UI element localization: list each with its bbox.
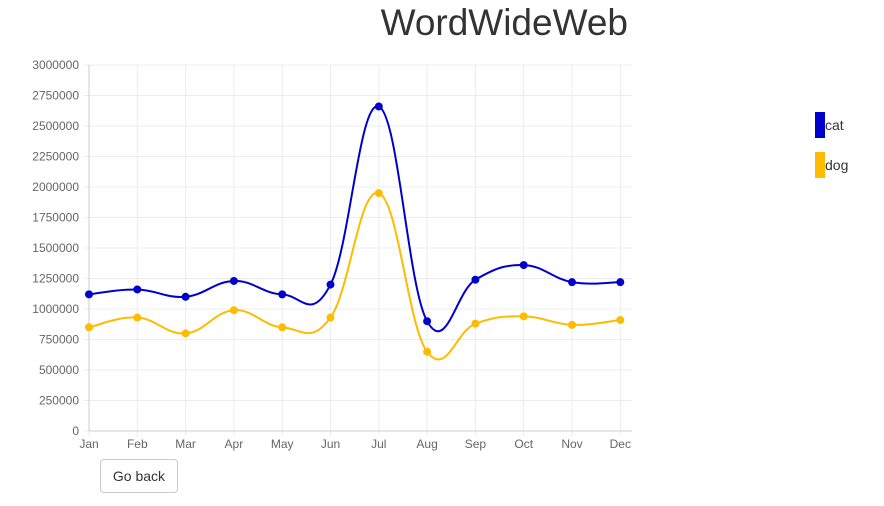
y-tick-label: 2250000 [32,150,79,164]
y-tick-label: 2500000 [32,119,79,133]
y-axis-ticks: 0 250000 500000 750000 1000000 1250000 1500000… [32,58,79,438]
data-point-cat[interactable] [616,278,625,287]
y-tick-label: 500000 [39,363,79,377]
x-tick-label: Jul [371,437,386,451]
chart-title: WordWideWeb [380,2,628,43]
data-point-cat[interactable] [568,278,576,287]
y-tick-label: 2750000 [32,89,79,103]
x-tick-label: Sep [465,437,487,451]
data-point-dog[interactable] [326,313,335,322]
y-tick-label: 2000000 [32,180,79,194]
data-point-dog[interactable] [374,189,383,198]
data-point-dog[interactable] [616,315,625,324]
data-point-dog[interactable] [471,319,480,328]
series-lines [88,105,621,361]
data-point-cat[interactable] [278,290,287,299]
data-point-cat[interactable] [326,280,335,289]
data-point-dog[interactable] [278,323,287,332]
legend-item-dog[interactable]: dog [815,152,848,178]
legend-swatch-dog [815,152,825,178]
y-tick-label: 250000 [39,394,79,408]
x-tick-label: Apr [225,437,244,451]
y-tick-label: 3000000 [32,58,79,72]
data-point-dog[interactable] [229,306,238,315]
data-point-dog[interactable] [423,347,432,356]
x-tick-label: Dec [610,437,631,451]
data-point-cat[interactable] [229,276,238,285]
x-axis-ticks: Jan Feb Mar Apr May Jun Jul Aug Sep Oct Nov Dec [79,437,631,451]
y-tick-label: 1750000 [32,211,79,225]
legend-label-cat: cat [825,117,844,133]
data-point-dog[interactable] [568,320,576,329]
axes [88,65,632,432]
legend-item-cat[interactable]: cat [815,112,848,138]
series-points [85,102,625,356]
x-tick-label: Jan [79,437,98,451]
data-point-cat[interactable] [374,102,383,111]
y-tick-label: 1500000 [32,241,79,255]
y-tick-label: 1250000 [32,272,79,286]
data-point-cat[interactable] [181,292,190,301]
x-tick-label: May [271,437,294,451]
data-point-dog[interactable] [133,313,142,322]
x-tick-label: Nov [561,437,582,451]
x-tick-label: Feb [127,437,148,451]
data-point-cat[interactable] [85,290,93,299]
y-tick-label: 1000000 [32,302,79,316]
y-tick-label: 750000 [39,333,79,347]
data-point-cat[interactable] [471,275,480,284]
legend: cat dog [815,112,848,192]
data-point-dog[interactable] [85,323,93,332]
grid [84,64,632,436]
data-point-cat[interactable] [519,261,528,270]
go-back-button[interactable]: Go back [100,459,178,493]
data-point-cat[interactable] [423,317,432,326]
x-tick-label: Jun [321,437,340,451]
y-tick-label: 0 [72,424,79,438]
x-tick-label: Aug [416,437,437,451]
series-line-cat [88,105,621,332]
legend-label-dog: dog [825,157,849,173]
x-tick-label: Oct [514,437,533,451]
data-point-dog[interactable] [519,312,528,321]
data-point-cat[interactable] [133,285,142,294]
legend-swatch-cat [815,112,825,138]
data-point-dog[interactable] [181,329,190,338]
x-tick-label: Mar [175,437,196,451]
